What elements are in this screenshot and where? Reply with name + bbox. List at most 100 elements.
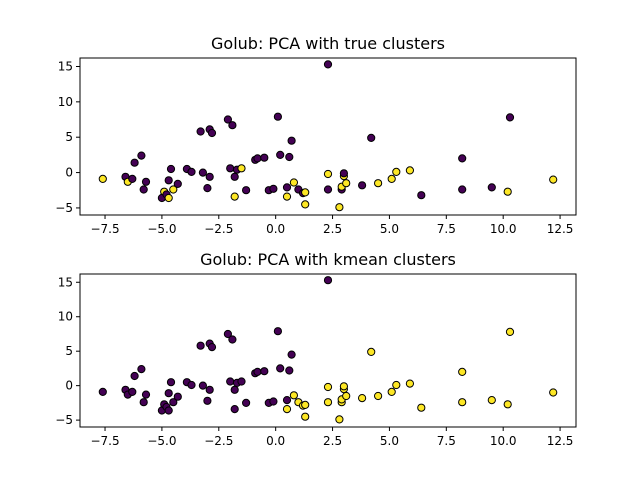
data-point-true-clusters-20	[203, 184, 212, 193]
x-tick-label-true-clusters-3: 0.0	[266, 222, 285, 236]
data-point-kmean-clusters-36	[269, 397, 278, 406]
x-tick-label-kmean-clusters-2: −2.5	[204, 434, 233, 448]
x-tick-label-true-clusters-6: 7.5	[437, 222, 456, 236]
x-tick-label-kmean-clusters-7: 10.0	[490, 434, 517, 448]
data-point-true-clusters-0	[98, 174, 107, 183]
data-point-kmean-clusters-64	[458, 367, 467, 376]
data-point-true-clusters-60	[387, 174, 396, 183]
data-point-true-clusters-33	[253, 154, 262, 163]
data-point-true-clusters-66	[487, 183, 496, 192]
data-point-true-clusters-62	[405, 166, 414, 175]
data-point-kmean-clusters-69	[549, 388, 558, 397]
data-point-kmean-clusters-47	[301, 412, 310, 421]
data-point-kmean-clusters-37	[273, 327, 282, 336]
x-tick-label-true-clusters-2: −2.5	[204, 222, 233, 236]
data-point-true-clusters-63	[417, 191, 426, 200]
data-point-kmean-clusters-27	[230, 405, 239, 414]
data-point-kmean-clusters-5	[137, 365, 146, 374]
data-point-true-clusters-23	[207, 128, 217, 138]
data-point-kmean-clusters-39	[282, 405, 292, 414]
data-point-kmean-clusters-34	[260, 367, 269, 376]
data-point-kmean-clusters-20	[203, 396, 212, 405]
chart-title-kmean-clusters: Golub: PCA with kmean clusters	[200, 250, 456, 269]
axes-frame-kmean-clusters	[79, 273, 577, 428]
data-point-true-clusters-50	[323, 185, 333, 194]
data-point-kmean-clusters-11	[164, 406, 173, 415]
data-point-true-clusters-27	[230, 192, 239, 201]
data-point-kmean-clusters-40	[282, 396, 292, 405]
x-tick-label-kmean-clusters-6: 7.5	[437, 434, 456, 448]
data-point-kmean-clusters-24	[223, 329, 232, 339]
data-point-kmean-clusters-50	[323, 398, 333, 407]
data-point-true-clusters-46	[301, 188, 310, 197]
x-tick-label-true-clusters-7: 10.0	[490, 222, 517, 236]
scatter-points-true-clusters	[98, 60, 558, 212]
y-tick-label-true-clusters-0: −5	[55, 201, 73, 215]
data-point-true-clusters-67	[503, 187, 512, 196]
data-point-kmean-clusters-15	[173, 392, 182, 401]
x-tick-label-true-clusters-8: 12.5	[547, 222, 574, 236]
data-point-true-clusters-11	[164, 193, 173, 203]
data-point-true-clusters-69	[549, 175, 558, 184]
data-point-kmean-clusters-55	[339, 382, 348, 391]
x-tick-label-true-clusters-1: −5.0	[147, 222, 176, 236]
data-point-true-clusters-43	[289, 178, 298, 187]
y-tick-label-true-clusters-2: 5	[65, 130, 73, 144]
data-point-true-clusters-15	[173, 179, 182, 188]
data-point-true-clusters-5	[137, 151, 146, 160]
x-tick-label-kmean-clusters-4: 2.5	[323, 434, 342, 448]
data-point-kmean-clusters-30	[237, 377, 246, 386]
y-tick-label-kmean-clusters-4: 15	[58, 275, 73, 289]
data-point-kmean-clusters-60	[387, 387, 396, 396]
data-point-kmean-clusters-56	[342, 391, 351, 401]
data-point-true-clusters-65	[458, 185, 467, 194]
data-point-kmean-clusters-3	[128, 387, 137, 396]
data-point-kmean-clusters-12	[164, 389, 173, 398]
data-point-true-clusters-24	[223, 115, 232, 124]
data-point-kmean-clusters-41	[285, 366, 294, 375]
data-point-true-clusters-6	[139, 185, 148, 194]
data-point-kmean-clusters-62	[405, 379, 414, 388]
data-point-true-clusters-40	[282, 183, 292, 192]
data-point-kmean-clusters-31	[242, 398, 251, 407]
data-point-kmean-clusters-0	[98, 387, 107, 396]
data-point-kmean-clusters-38	[276, 364, 285, 373]
axes-true-clusters: Golub: PCA with true clusters −7.5 −5.0 −2…	[55, 34, 577, 236]
data-point-kmean-clusters-63	[417, 403, 426, 412]
data-point-kmean-clusters-14	[169, 398, 178, 407]
y-tick-label-kmean-clusters-3: 10	[58, 310, 73, 324]
data-point-true-clusters-19	[198, 168, 207, 177]
data-point-kmean-clusters-17	[187, 380, 196, 390]
data-point-true-clusters-56	[342, 179, 351, 188]
data-point-kmean-clusters-18	[196, 341, 205, 350]
data-point-true-clusters-49	[323, 169, 333, 179]
data-point-kmean-clusters-26	[228, 335, 237, 344]
data-point-kmean-clusters-25	[226, 377, 235, 386]
data-point-true-clusters-47	[301, 200, 310, 209]
data-point-true-clusters-36	[269, 184, 278, 193]
data-point-kmean-clusters-19	[198, 381, 207, 390]
data-point-kmean-clusters-51	[335, 415, 344, 424]
y-tick-label-true-clusters-3: 10	[58, 95, 73, 109]
data-point-true-clusters-21	[205, 172, 214, 181]
data-point-true-clusters-30	[237, 164, 246, 173]
data-point-kmean-clusters-67	[503, 400, 512, 409]
data-point-kmean-clusters-23	[207, 343, 217, 352]
data-point-true-clusters-51	[335, 203, 344, 212]
data-point-true-clusters-18	[196, 127, 205, 136]
data-point-true-clusters-3	[128, 174, 137, 183]
data-point-true-clusters-26	[228, 121, 237, 130]
y-tick-label-kmean-clusters-2: 5	[65, 344, 73, 358]
y-tick-label-true-clusters-1: 0	[65, 166, 73, 180]
data-point-true-clusters-48	[323, 60, 333, 69]
data-point-kmean-clusters-58	[367, 347, 376, 356]
data-point-true-clusters-31	[242, 186, 251, 195]
data-point-true-clusters-7	[141, 177, 151, 186]
data-point-kmean-clusters-43	[289, 391, 298, 400]
data-point-true-clusters-25	[226, 164, 235, 173]
data-point-true-clusters-39	[282, 192, 292, 201]
x-tick-label-kmean-clusters-8: 12.5	[547, 434, 574, 448]
y-tick-label-true-clusters-4: 15	[58, 59, 73, 73]
data-point-true-clusters-38	[276, 150, 285, 159]
data-point-true-clusters-17	[187, 167, 196, 176]
